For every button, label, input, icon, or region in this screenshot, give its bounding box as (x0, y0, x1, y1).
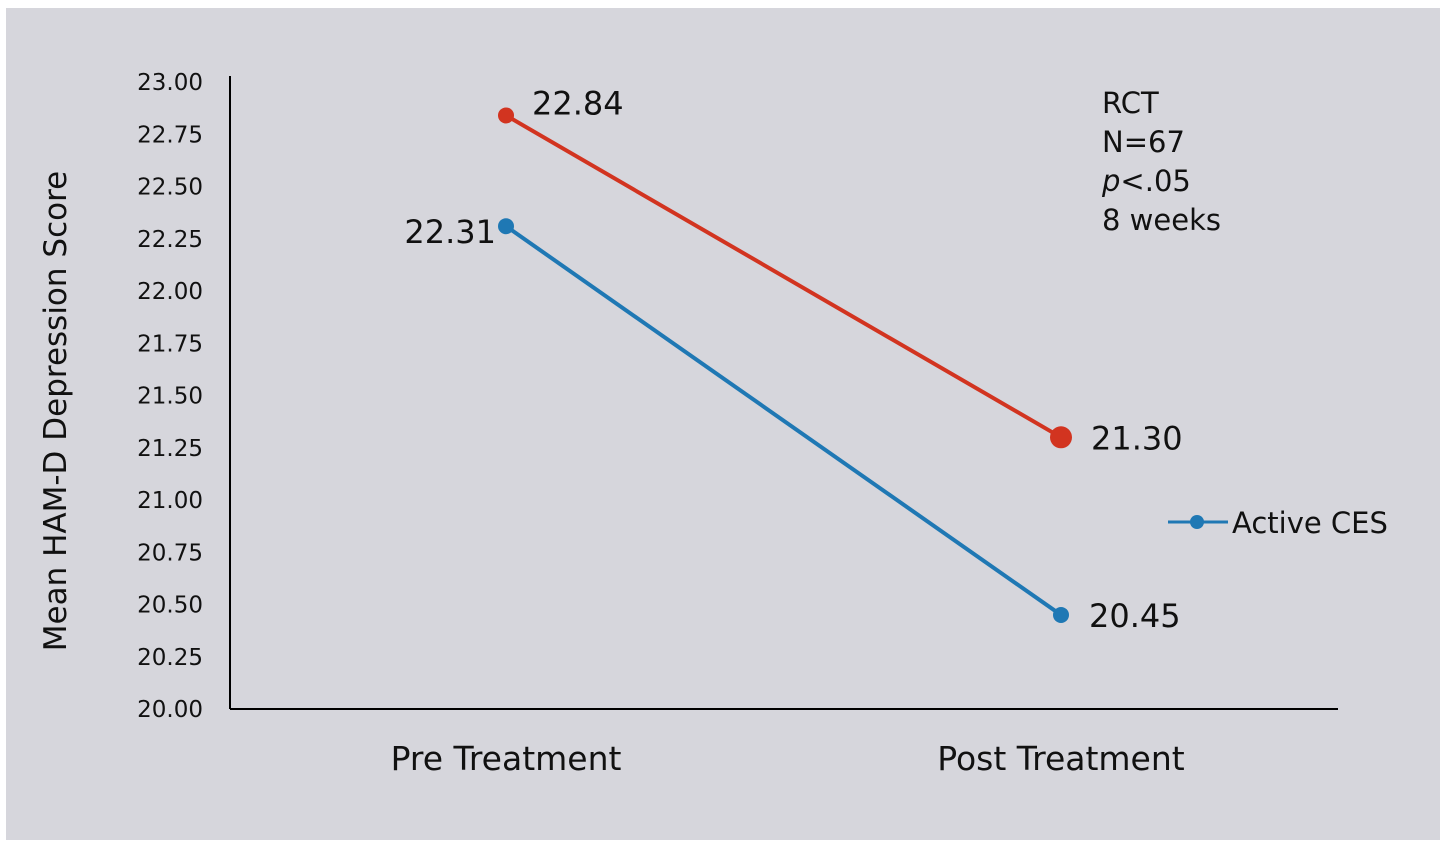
annotation-p-value: p<.05 (1101, 164, 1191, 198)
data-label: 22.31 (404, 213, 496, 251)
data-label: 21.30 (1091, 419, 1183, 457)
legend: Active CES (1168, 506, 1388, 540)
annotation-duration: 8 weeks (1102, 203, 1221, 237)
legend-label-active-ces: Active CES (1232, 506, 1388, 540)
series-0: 22.84 21.30 (498, 84, 1183, 457)
data-point (1050, 426, 1072, 449)
data-label: 20.45 (1089, 597, 1181, 635)
annotation-n: N=67 (1102, 125, 1185, 159)
data-label: 22.84 (532, 84, 624, 122)
y-tick-label: 20.00 (137, 697, 203, 723)
y-tick-label: 21.75 (137, 331, 203, 357)
y-axis-title: Mean HAM-D Depression Score (38, 171, 74, 651)
y-tick-label: 21.25 (137, 436, 203, 462)
y-tick-labels: 20.00 20.25 20.50 20.75 21.00 21.25 21.50 21.75… (137, 70, 203, 723)
axes (229, 76, 1338, 710)
y-tick-label: 21.00 (137, 488, 203, 514)
series-layer: 22.84 21.30 22.31 20.45 (404, 84, 1182, 635)
series-line (504, 224, 1063, 617)
data-point (498, 107, 514, 124)
y-tick-label: 23.00 (137, 70, 203, 96)
y-tick-label: 20.50 (137, 593, 203, 619)
y-tick-label: 22.00 (137, 279, 203, 305)
annotation-block: RCT N=67 p<.05 8 weeks (1101, 86, 1221, 237)
chart-frame: 20.00 20.25 20.50 20.75 21.00 21.25 21.50 21.75… (6, 8, 1440, 840)
x-category-labels: Pre Treatment Post Treatment (391, 739, 1185, 778)
y-tick-label: 20.75 (137, 540, 203, 566)
x-category-label: Post Treatment (937, 739, 1185, 778)
y-tick-label: 21.50 (137, 384, 203, 410)
y-tick-label: 20.25 (137, 645, 203, 671)
y-tick-label: 22.25 (137, 227, 203, 253)
line-chart: 20.00 20.25 20.50 20.75 21.00 21.25 21.50 21.75… (38, 70, 1388, 778)
x-category-label: Pre Treatment (391, 739, 622, 778)
annotation-rct: RCT (1102, 86, 1159, 120)
data-point (1053, 606, 1069, 623)
y-tick-label: 22.50 (137, 175, 203, 201)
series-line (504, 113, 1063, 440)
series-1: 22.31 20.45 (404, 213, 1180, 635)
legend-marker-active-ces (1190, 515, 1204, 529)
y-tick-label: 22.75 (137, 122, 203, 148)
data-point (498, 218, 514, 235)
